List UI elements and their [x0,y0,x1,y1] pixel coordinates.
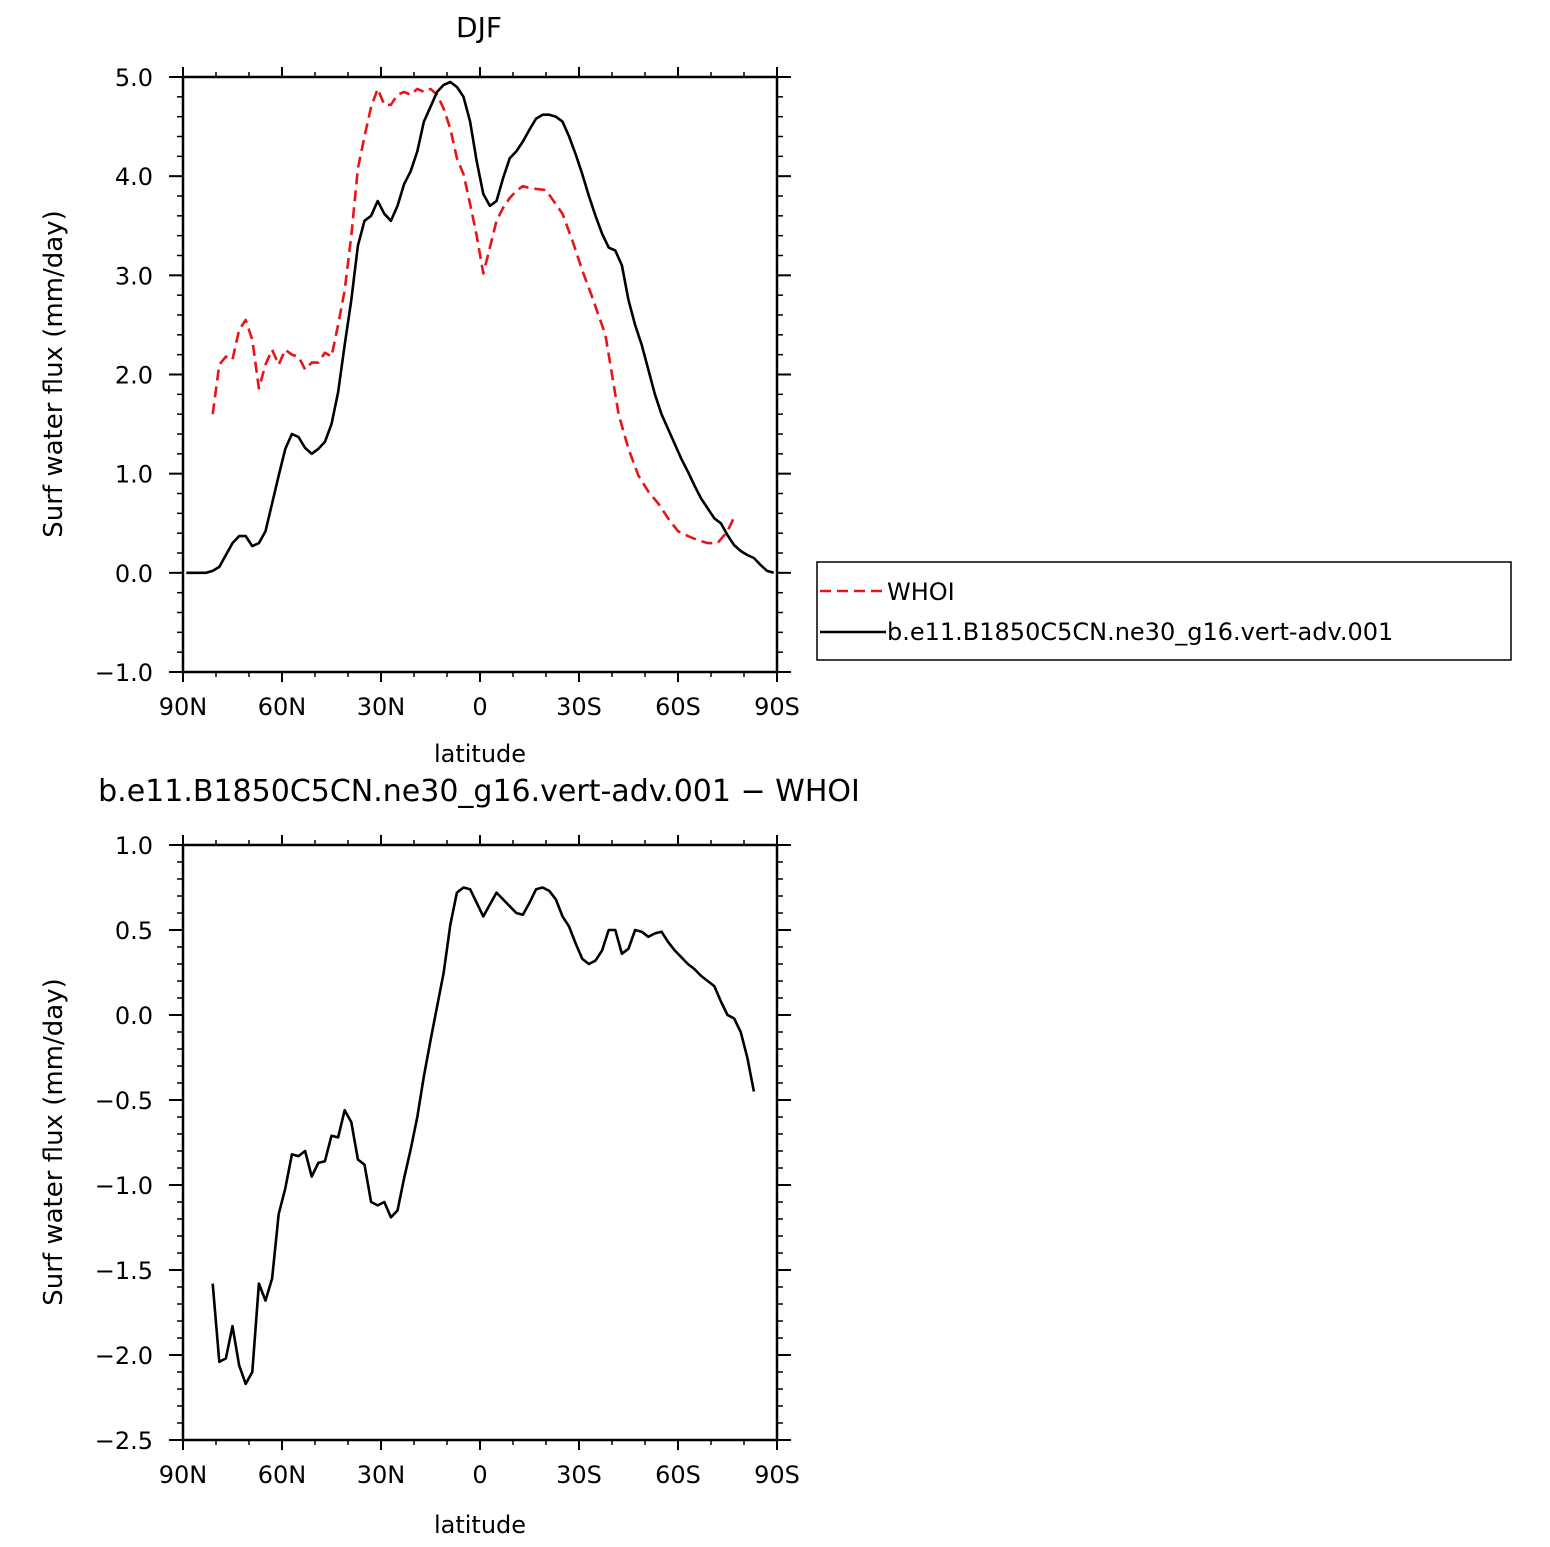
x-tick-label: 0 [472,1461,487,1489]
y-tick-label: 0.0 [115,560,153,588]
top-panel-title: DJF [456,11,502,44]
bottom-panel-title: b.e11.B1850C5CN.ne30_g16.vert-adv.001 − … [98,774,860,809]
top-x-axis-label: latitude [434,740,526,768]
y-tick-label: 2.0 [115,362,153,390]
top-panel: DJF 90N 60N 30N 0 30S 60S 90S 5.0 4.0 3.0 2.0 1.0 0.… [39,11,800,768]
bottom-plot-frame [181,843,779,1442]
bottom-y-axis-label: Surf water flux (mm/day) [39,978,69,1305]
y-tick-label: 3.0 [115,262,153,290]
bottom-panel: b.e11.B1850C5CN.ne30_g16.vert-adv.001 − … [39,774,860,1539]
legend-label-whoi: WHOI [887,578,955,606]
x-tick-label: 60S [655,1461,701,1489]
y-tick-label: 5.0 [115,64,153,92]
model-series-line [186,80,775,575]
whoi-series-line [211,87,736,545]
y-tick-label: 0.5 [115,917,153,945]
x-tick-label: 90N [159,693,208,721]
legend-label-model: b.e11.B1850C5CN.ne30_g16.vert-adv.001 [887,618,1393,646]
x-tick-label: 90S [754,1461,800,1489]
y-tick-label: −2.0 [95,1342,153,1370]
y-tick-label: −1.0 [95,659,153,687]
x-tick-label: 60S [655,693,701,721]
x-tick-label: 30S [556,1461,602,1489]
x-tick-label: 30N [357,1461,406,1489]
y-tick-label: −2.5 [95,1427,153,1455]
difference-series-line [211,886,756,1386]
y-tick-label: −1.0 [95,1172,153,1200]
x-tick-label: 0 [472,693,487,721]
x-tick-label: 60N [258,693,307,721]
y-tick-label: −1.5 [95,1257,153,1285]
x-tick-label: 30S [556,693,602,721]
y-tick-label: 1.0 [115,832,153,860]
x-tick-label: 60N [258,1461,307,1489]
x-tick-label: 90S [754,693,800,721]
x-tick-label: 30N [357,693,406,721]
y-tick-label: 1.0 [115,461,153,489]
y-tick-label: 4.0 [115,163,153,191]
y-tick-label: −0.5 [95,1087,153,1115]
x-tick-label: 90N [159,1461,208,1489]
legend: WHOI b.e11.B1850C5CN.ne30_g16.vert-adv.0… [816,561,1512,661]
legend-box [816,561,1512,661]
y-tick-label: 0.0 [115,1002,153,1030]
bottom-x-axis-label: latitude [434,1511,526,1539]
top-plot-frame [181,75,779,674]
top-y-axis-label: Surf water flux (mm/day) [39,210,69,537]
